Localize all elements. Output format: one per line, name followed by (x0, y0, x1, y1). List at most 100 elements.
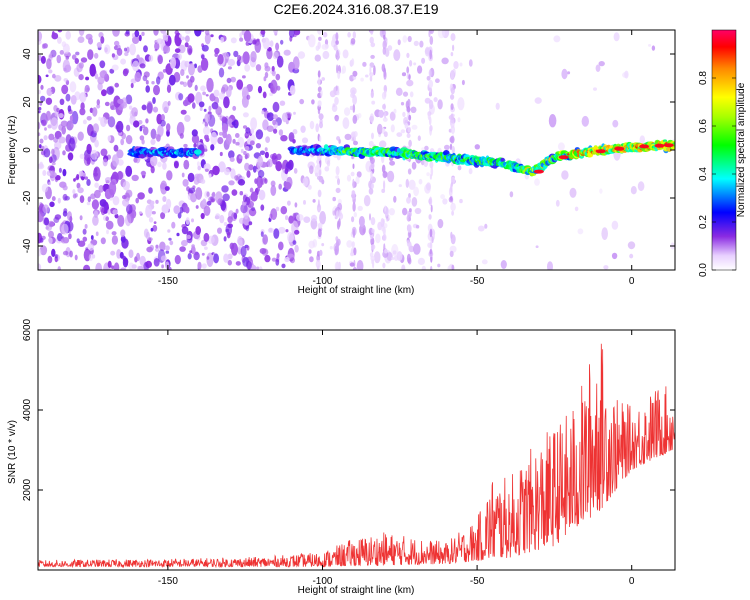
spectrogram-axes: -150 -100 -50 0 -40 -20 0 20 40 (22, 30, 675, 287)
streak-cell (319, 121, 323, 129)
streak-cell (369, 65, 372, 75)
noise-cell (181, 226, 189, 235)
noise-cell (67, 211, 72, 221)
noise-cell (192, 102, 196, 109)
noise-cell (79, 107, 86, 116)
streak-cell (369, 75, 373, 82)
noise-cell (48, 230, 54, 239)
noise-cell (206, 256, 210, 260)
streak-cell (427, 111, 431, 120)
streak-cell (381, 63, 386, 72)
noise-cell (270, 208, 278, 221)
noise-cell (167, 100, 171, 106)
streak-cell (383, 34, 386, 40)
noise-cell (177, 212, 182, 219)
noise-cell (459, 198, 463, 204)
noise-cell (200, 57, 209, 71)
noise-cell (124, 257, 129, 266)
streak-cell (317, 100, 322, 107)
noise-cell (155, 199, 159, 204)
noise-cell (67, 221, 74, 232)
noise-cell (154, 42, 160, 51)
streak-cell (336, 210, 339, 219)
noise-cell (90, 235, 94, 240)
streak-cell (317, 41, 321, 50)
noise-cell (275, 42, 280, 51)
noise-cell (187, 172, 195, 183)
streak-cell (349, 262, 355, 267)
noise-cell (210, 144, 215, 151)
noise-cell (252, 39, 257, 45)
noise-cell (186, 75, 189, 79)
noise-cell (637, 181, 645, 192)
streak-cell (370, 42, 376, 48)
streak-cell (352, 267, 357, 270)
noise-cell (509, 191, 514, 198)
noise-cell (421, 265, 426, 270)
noise-cell (145, 85, 150, 93)
noise-cell (74, 58, 80, 64)
noise-cell (131, 209, 137, 219)
noise-cell (217, 112, 222, 118)
noise-cell (120, 229, 126, 238)
noise-cell (611, 252, 618, 260)
noise-cell (262, 37, 270, 50)
noise-cell (188, 187, 196, 194)
noise-cell (90, 149, 98, 160)
noise-cell (398, 184, 402, 188)
noise-cell (322, 50, 330, 60)
noise-cell (468, 168, 473, 175)
noise-cell (393, 49, 401, 61)
streak-cell (430, 265, 433, 270)
noise-cell (396, 132, 403, 138)
noise-cell (92, 107, 98, 117)
noise-cell (103, 118, 109, 124)
streak-cell (383, 180, 386, 191)
noise-cell (204, 32, 211, 45)
noise-cell (121, 132, 126, 140)
noise-cell (94, 73, 99, 80)
noise-cell (181, 239, 188, 247)
noise-cell (223, 236, 227, 242)
streak-cell (370, 54, 375, 59)
noise-cell (87, 196, 92, 203)
streak-cell (334, 248, 338, 256)
snr-xtick-label: 0 (629, 576, 635, 587)
noise-cell (237, 235, 243, 246)
noise-cell (209, 93, 216, 102)
noise-cell (124, 47, 127, 52)
noise-cell (167, 229, 171, 233)
streak-cell (383, 70, 387, 80)
noise-cell (148, 54, 154, 62)
streak-cell (351, 190, 355, 195)
noise-cell (200, 179, 206, 184)
noise-cell (92, 123, 99, 134)
noise-cell (413, 40, 419, 47)
noise-cell (39, 237, 44, 243)
noise-cell (402, 35, 408, 43)
noise-cell (627, 241, 636, 250)
noise-cell (166, 84, 172, 94)
noise-cell (270, 180, 276, 187)
noise-cell (154, 48, 158, 52)
streak-cell (334, 261, 340, 270)
streak-cell (405, 178, 409, 188)
noise-cell (122, 68, 129, 77)
noise-cell (220, 36, 225, 43)
streak-cell (370, 217, 376, 226)
noise-cell (120, 267, 127, 270)
noise-cell (148, 187, 153, 194)
noise-cell (569, 187, 577, 198)
streak-cell (429, 228, 433, 238)
noise-cell (206, 252, 214, 267)
noise-cell (269, 40, 274, 47)
streak-cell (353, 140, 358, 146)
noise-cell (57, 36, 62, 44)
noise-cell (244, 162, 250, 171)
noise-cell (99, 70, 108, 79)
streak-cell (408, 74, 411, 80)
noise-cell (230, 168, 236, 179)
streak-cell (335, 85, 338, 91)
noise-cell (231, 121, 237, 126)
spectrogram-xlabel: Height of straight line (km) (298, 285, 415, 296)
